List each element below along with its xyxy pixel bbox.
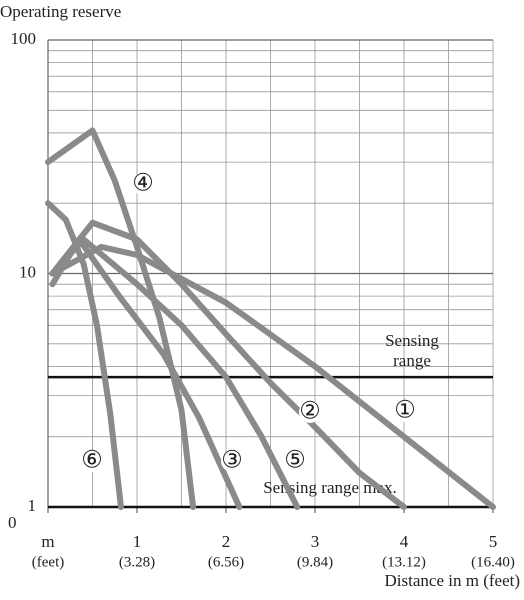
reference-label: Sensing: [385, 331, 439, 350]
x-tick-sublabel: (16.40): [471, 554, 515, 570]
series-label-bg: [132, 173, 154, 195]
x-tick-sublabel: (9.84): [297, 554, 333, 570]
y-tick-label: 100: [11, 29, 37, 48]
x-tick-label: 1: [133, 532, 142, 551]
series-label: ③: [221, 448, 243, 474]
x-tick-label: 3: [311, 532, 320, 551]
reference-label: range: [393, 351, 431, 370]
x-tick-label: 4: [400, 532, 409, 551]
series-label: ⑥: [81, 448, 103, 474]
x-tick-sublabel: (13.12): [382, 554, 426, 570]
series-label-bg: [394, 400, 416, 422]
series-label: ①: [394, 398, 416, 424]
x-tick-sublabel: (feet): [32, 554, 64, 570]
x-tick-sublabel: (6.56): [208, 554, 244, 570]
x-tick-sublabel: (3.28): [119, 554, 155, 570]
series-label: ⑤: [284, 448, 306, 474]
series-label: ④: [132, 171, 154, 197]
series-label-bg: [81, 450, 103, 472]
curve: [49, 236, 301, 510]
reference-label: Sensing range max.: [263, 478, 397, 497]
series-label-bg: [221, 450, 243, 472]
curve: [45, 200, 124, 510]
y-tick-label: 1: [28, 496, 37, 515]
x-tick-label: m: [41, 532, 54, 551]
series-label-bg: [299, 401, 321, 423]
origin-label: 0: [8, 513, 17, 532]
series-label-bg: [284, 450, 306, 472]
series-label: ②: [299, 399, 321, 425]
y-axis-label: Operating reserve: [0, 2, 121, 21]
curve: [49, 219, 407, 510]
x-axis-label: Distance in m (feet): [385, 571, 520, 590]
curve: [45, 127, 197, 510]
x-tick-label: 5: [489, 532, 498, 551]
x-tick-label: 2: [222, 532, 231, 551]
curve: [49, 243, 496, 510]
y-tick-label: 10: [19, 262, 36, 281]
